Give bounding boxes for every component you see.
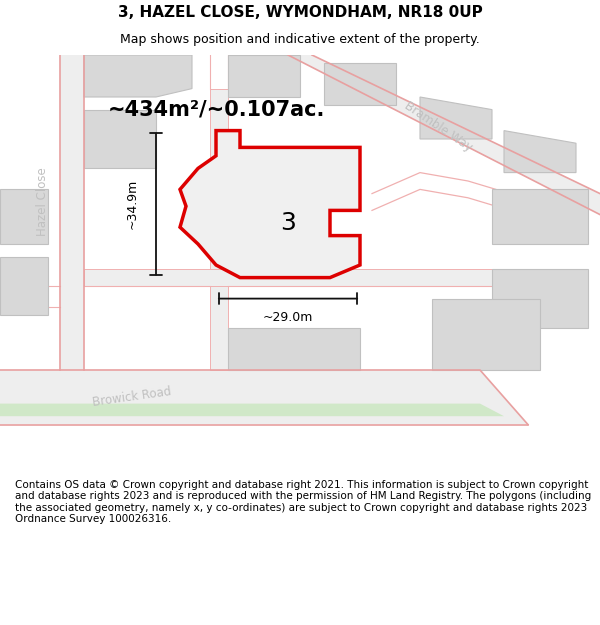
Polygon shape	[180, 131, 360, 278]
Polygon shape	[0, 404, 504, 416]
Text: Bramble Way: Bramble Way	[401, 99, 475, 154]
Polygon shape	[84, 269, 540, 286]
Polygon shape	[228, 55, 300, 97]
Text: ~434m²/~0.107ac.: ~434m²/~0.107ac.	[108, 99, 325, 119]
Text: ~29.0m: ~29.0m	[263, 311, 313, 324]
Text: Contains OS data © Crown copyright and database right 2021. This information is : Contains OS data © Crown copyright and d…	[15, 479, 591, 524]
Polygon shape	[420, 97, 492, 139]
Text: Browick Road: Browick Road	[92, 386, 172, 409]
Polygon shape	[504, 131, 576, 173]
Polygon shape	[324, 63, 396, 106]
Polygon shape	[288, 55, 600, 214]
Text: ~34.9m: ~34.9m	[125, 179, 139, 229]
Polygon shape	[0, 370, 528, 424]
Polygon shape	[60, 55, 84, 370]
Text: Map shows position and indicative extent of the property.: Map shows position and indicative extent…	[120, 33, 480, 46]
Polygon shape	[0, 189, 48, 244]
Polygon shape	[0, 257, 48, 316]
Polygon shape	[0, 55, 600, 475]
Polygon shape	[492, 189, 588, 244]
Text: 3, HAZEL CLOSE, WYMONDHAM, NR18 0UP: 3, HAZEL CLOSE, WYMONDHAM, NR18 0UP	[118, 4, 482, 19]
Polygon shape	[84, 109, 156, 168]
Polygon shape	[492, 269, 588, 328]
Polygon shape	[84, 55, 192, 97]
Polygon shape	[228, 328, 360, 370]
Text: 3: 3	[280, 211, 296, 235]
Polygon shape	[432, 299, 540, 370]
Polygon shape	[210, 89, 228, 370]
Text: Hazel Close: Hazel Close	[35, 168, 49, 236]
